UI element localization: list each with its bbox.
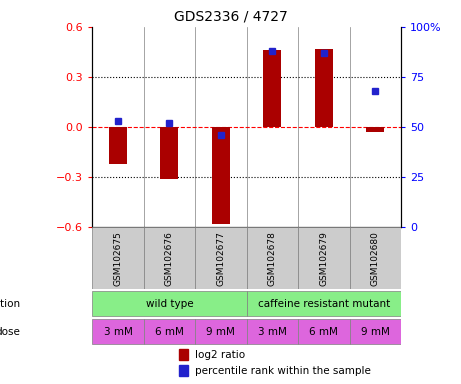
Text: 9 mM: 9 mM (361, 327, 390, 337)
Bar (349, 319, 401, 344)
Bar (247, 227, 298, 290)
Bar (263, 50, 281, 127)
Bar (160, 127, 178, 179)
Text: genotype/variation: genotype/variation (0, 299, 20, 309)
Bar (315, 50, 333, 127)
Bar (195, 319, 247, 344)
Bar (349, 227, 401, 290)
Bar (109, 127, 127, 164)
Text: 3 mM: 3 mM (104, 327, 132, 337)
Text: log2 ratio: log2 ratio (195, 350, 245, 360)
Bar (247, 319, 298, 344)
Bar (212, 127, 230, 225)
Text: GSM102675: GSM102675 (113, 231, 123, 286)
Text: GSM102676: GSM102676 (165, 231, 174, 286)
Bar (366, 127, 384, 132)
Text: percentile rank within the sample: percentile rank within the sample (195, 366, 371, 376)
Text: GSM102679: GSM102679 (319, 231, 328, 286)
Text: dose: dose (0, 327, 20, 337)
Text: caffeine resistant mutant: caffeine resistant mutant (258, 299, 390, 309)
Text: 9 mM: 9 mM (207, 327, 235, 337)
Bar (179, 349, 189, 360)
Text: GSM102677: GSM102677 (216, 231, 225, 286)
Bar (144, 227, 195, 290)
Bar (92, 227, 144, 290)
Bar (92, 319, 144, 344)
Bar (298, 319, 349, 344)
Bar (179, 365, 189, 376)
Text: GSM102678: GSM102678 (268, 231, 277, 286)
Bar (144, 319, 195, 344)
Text: 6 mM: 6 mM (155, 327, 184, 337)
Text: wild type: wild type (146, 299, 193, 309)
Text: 3 mM: 3 mM (258, 327, 287, 337)
Bar (247, 291, 401, 316)
Bar (298, 227, 349, 290)
Bar (92, 291, 247, 316)
Bar (195, 227, 247, 290)
Text: GSM102680: GSM102680 (371, 231, 380, 286)
Text: 6 mM: 6 mM (309, 327, 338, 337)
Text: GDS2336 / 4727: GDS2336 / 4727 (174, 10, 287, 23)
